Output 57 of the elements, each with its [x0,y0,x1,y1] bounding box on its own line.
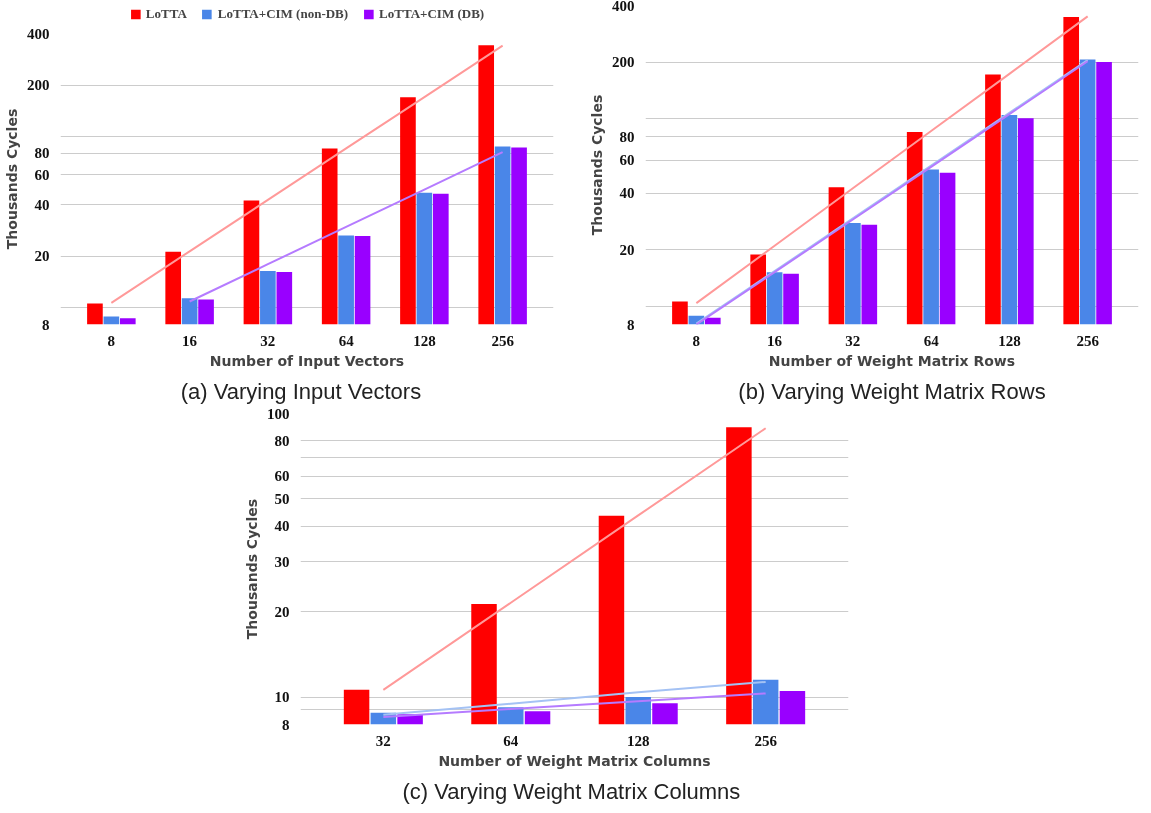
y-tick-label: 400 [612,0,635,14]
y-tick-label: 40 [619,185,635,202]
line-series [382,680,767,716]
y-tick-label: 40 [34,196,50,213]
y-tick-label: 80 [274,432,290,449]
y-tick-label: 20 [619,241,635,258]
x-tick-label: 64 [503,732,519,749]
line-series [382,692,767,718]
y-tick-label: 400 [27,25,50,42]
y-tick-label: 40 [274,518,290,535]
x-tick-label: 8 [107,332,116,349]
y-tick-label: 80 [34,145,50,162]
y-axis-title: Thousands Cycles [244,498,260,640]
y-tick-label: 60 [34,166,50,183]
x-tick-label: 8 [692,332,701,349]
x-tick-label: 32 [375,732,391,749]
text: (c) Varying Weight Matrix Columns [402,778,741,804]
x-tick-label: 16 [182,332,198,349]
legend-label: LoTTA+CIM (non-DB) [217,6,349,22]
y-tick-label: 8 [282,716,290,733]
x-tick-label: 32 [845,332,861,349]
y-tick-label: 60 [619,152,635,169]
x-tick-label: 128 [998,332,1021,349]
y-tick-label: 200 [612,54,635,71]
legend-label: LoTTA [145,6,187,22]
y-tick-label: 20 [274,603,290,620]
text: (b) Varying Weight Matrix Rows [738,378,1046,404]
y-tick-label: 20 [34,248,50,265]
y-tick-label: 30 [274,553,290,570]
line-series [188,151,504,303]
y-axis-title: Thousands Cycles [589,94,605,236]
x-tick-label: 32 [260,332,276,349]
y-tick-label: 100 [267,405,290,422]
x-tick-label: 16 [767,332,783,349]
y-tick-label: 8 [42,316,50,333]
y-tick-label: 60 [274,468,290,485]
x-tick-label: 256 [1076,332,1100,349]
x-tick-label: 128 [626,732,650,749]
x-tick-label: 64 [338,332,355,349]
x-axis-title: Number of Input Vectors [209,352,405,369]
line-series [382,427,767,691]
x-tick-label: 128 [413,332,436,349]
y-tick-label: 50 [274,490,290,507]
legend-label: LoTTA+CIM (DB) [379,6,485,22]
line-series [695,15,1089,305]
y-tick-label: 80 [619,128,635,145]
x-tick-label: 256 [491,332,515,349]
text: (a) Varying Input Vectors [180,378,422,404]
x-axis-title: Number of Weight Matrix Columns [438,752,711,769]
y-tick-label: 10 [274,689,290,706]
x-tick-label: 256 [754,732,778,749]
x-tick-label: 64 [923,332,940,349]
y-tick-label: 200 [27,77,50,94]
y-tick-label: 8 [627,316,635,333]
line-series [110,44,504,304]
y-axis-title: Thousands Cycles [4,108,20,250]
x-axis-title: Number of Weight Matrix Rows [768,352,1016,369]
